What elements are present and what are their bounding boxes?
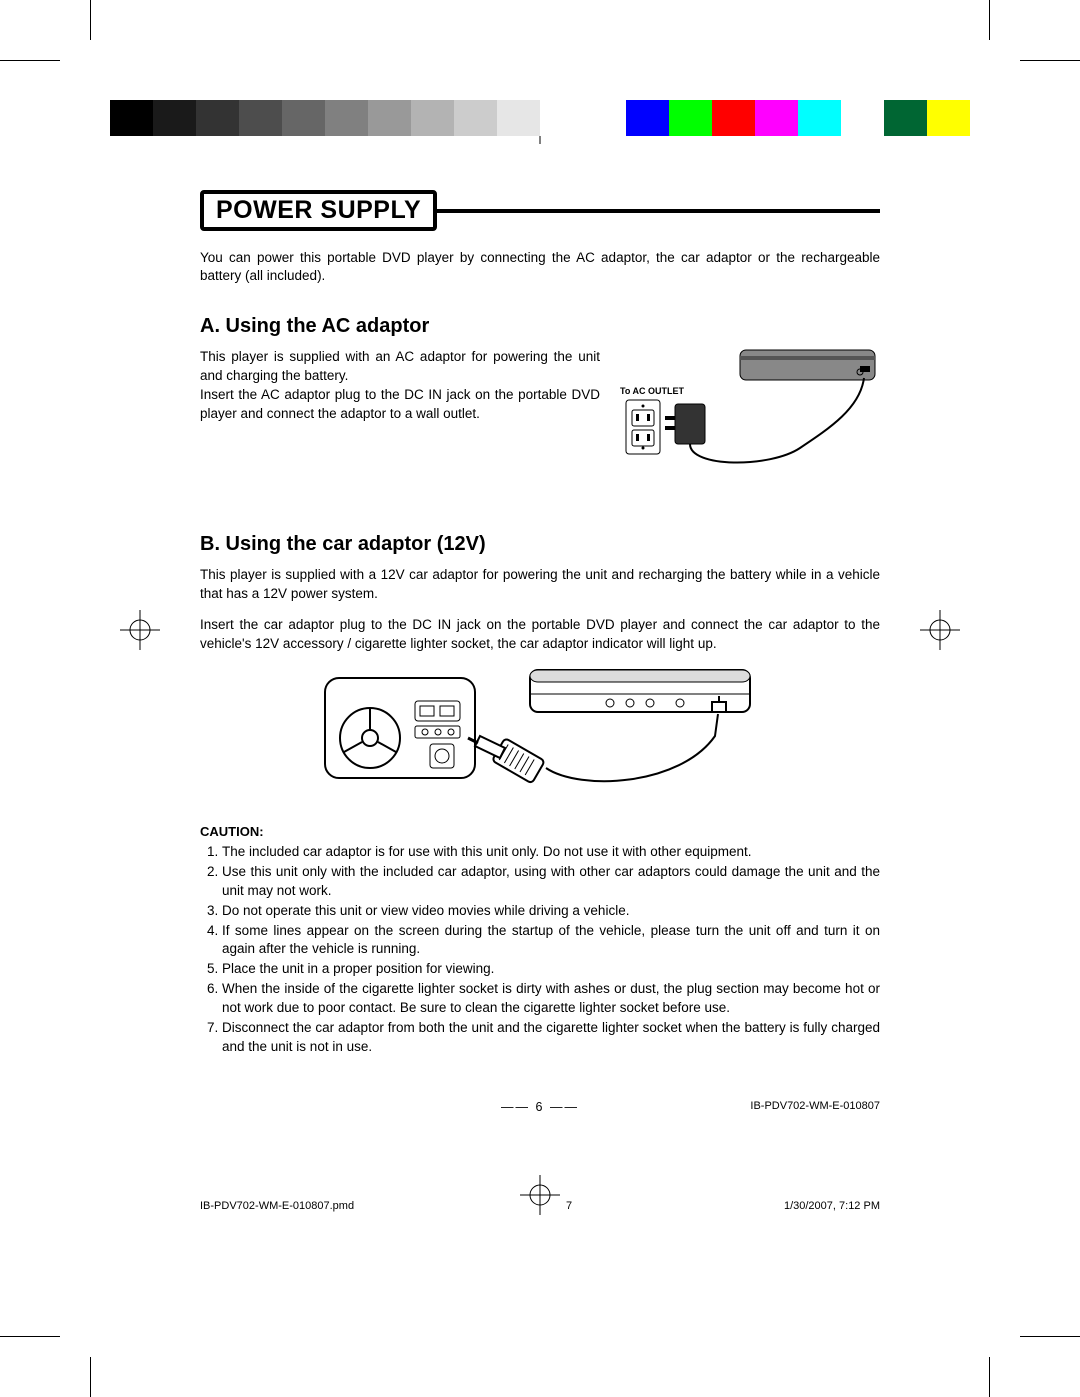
print-filename: IB-PDV702-WM-E-010807.pmd <box>200 1200 354 1212</box>
crop-mark <box>0 60 60 61</box>
caution-item: Use this unit only with the included car… <box>222 863 880 901</box>
color-swatch <box>540 100 583 136</box>
section-a-text: This player is supplied with an AC adapt… <box>200 348 600 478</box>
color-swatch <box>927 100 970 136</box>
registration-mark-icon <box>920 610 960 650</box>
caution-item: The included car adaptor is for use with… <box>222 843 880 862</box>
color-swatch <box>884 100 927 136</box>
color-swatch <box>626 100 669 136</box>
color-calibration-bar <box>110 100 970 136</box>
color-swatch <box>583 100 626 136</box>
page-content: POWER SUPPLY You can power this portable… <box>200 190 880 1058</box>
intro-text: You can power this portable DVD player b… <box>200 249 880 285</box>
color-swatch <box>454 100 497 136</box>
caution-item: Disconnect the car adaptor from both the… <box>222 1019 880 1057</box>
section-title-row: POWER SUPPLY <box>200 190 880 231</box>
crop-mark <box>0 1336 60 1337</box>
color-swatch <box>239 100 282 136</box>
color-swatch <box>325 100 368 136</box>
page: POWER SUPPLY You can power this portable… <box>0 0 1080 1397</box>
registration-mark-icon <box>120 610 160 650</box>
car-adaptor-diagram <box>320 666 760 806</box>
color-swatch <box>368 100 411 136</box>
section-a-p1: This player is supplied with an AC adapt… <box>200 348 600 386</box>
color-swatch <box>669 100 712 136</box>
color-swatch <box>196 100 239 136</box>
page-number-value: 6 <box>536 1100 545 1114</box>
car-adaptor-illustration-icon <box>320 666 760 806</box>
crop-mark <box>989 1357 990 1397</box>
section-b-p1: This player is supplied with a 12V car a… <box>200 566 880 604</box>
color-swatch <box>755 100 798 136</box>
color-swatch <box>153 100 196 136</box>
caution-list: The included car adaptor is for use with… <box>200 843 880 1057</box>
caution-item: If some lines appear on the screen durin… <box>222 922 880 960</box>
crop-mark <box>90 0 91 40</box>
doc-id: IB-PDV702-WM-E-010807 <box>750 1100 880 1112</box>
color-swatch <box>282 100 325 136</box>
section-a: This player is supplied with an AC adapt… <box>200 348 880 478</box>
caution-item: Place the unit in a proper position for … <box>222 960 880 979</box>
color-swatch <box>411 100 454 136</box>
caution-label: CAUTION: <box>200 824 880 839</box>
crop-mark <box>1020 60 1080 61</box>
color-swatch <box>497 100 540 136</box>
ac-outlet-label: To AC OUTLET <box>620 386 684 396</box>
ac-adaptor-illustration-icon <box>620 348 880 478</box>
title-rule <box>437 209 880 213</box>
color-swatch <box>841 100 884 136</box>
crop-mark <box>989 0 990 40</box>
crop-mark <box>90 1357 91 1397</box>
crop-mark <box>1020 1336 1080 1337</box>
color-swatch <box>712 100 755 136</box>
section-title: POWER SUPPLY <box>200 190 437 231</box>
caution-item: Do not operate this unit or view video m… <box>222 902 880 921</box>
print-sheet: 7 <box>566 1200 572 1212</box>
caution-item: When the inside of the cigarette lighter… <box>222 980 880 1018</box>
print-footer: IB-PDV702-WM-E-010807.pmd 7 1/30/2007, 7… <box>200 1200 880 1212</box>
section-b-heading: B. Using the car adaptor (12V) <box>200 533 880 556</box>
section-b-p2: Insert the car adaptor plug to the DC IN… <box>200 616 880 654</box>
color-swatch <box>110 100 153 136</box>
section-a-heading: A. Using the AC adaptor <box>200 315 880 338</box>
section-a-p2: Insert the AC adaptor plug to the DC IN … <box>200 386 600 424</box>
color-swatch <box>798 100 841 136</box>
page-footer: —— 6 —— IB-PDV702-WM-E-010807 <box>200 1100 880 1114</box>
print-timestamp: 1/30/2007, 7:12 PM <box>784 1200 880 1212</box>
ac-adaptor-diagram: To AC OUTLET <box>620 348 880 478</box>
